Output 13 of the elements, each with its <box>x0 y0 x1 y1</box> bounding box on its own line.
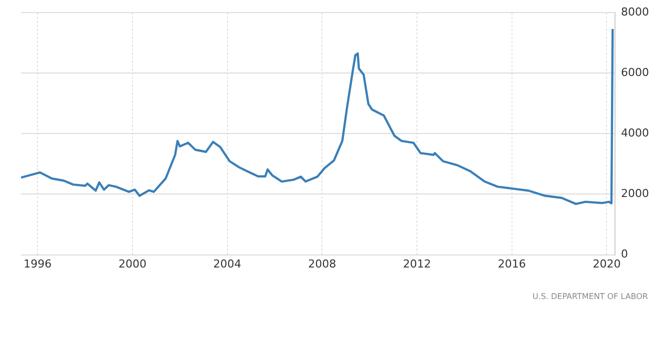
x-tick-label: 2012 <box>403 257 432 270</box>
x-tick-label: 2016 <box>498 257 526 270</box>
text: U.S. DEPARTMENT OF LABOR <box>532 292 648 302</box>
y-tick-label: 2000 <box>621 187 650 200</box>
x-tick-label: 2004 <box>213 257 242 270</box>
y-tick-label: 6000 <box>621 66 650 80</box>
y-tick-label: 0 <box>621 248 628 261</box>
x-tick-label: 2008 <box>308 257 336 270</box>
x-tick-label: 1996 <box>24 257 52 270</box>
y-tick-label: 4000 <box>621 126 650 140</box>
x-tick-label: 2000 <box>118 257 146 270</box>
y-tick-label: 8000 <box>621 5 650 18</box>
x-tick-label: 2020 <box>592 257 621 270</box>
